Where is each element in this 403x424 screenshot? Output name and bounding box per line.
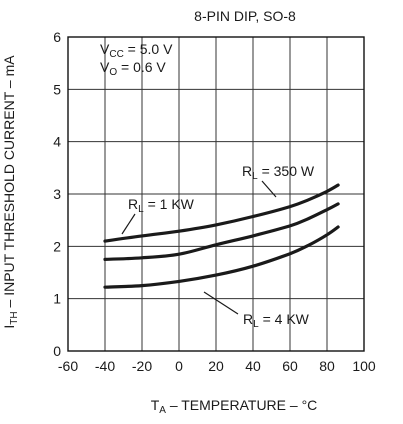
leader-4kw [203,291,239,315]
series-line-350w [103,183,340,243]
series-label-1kw: RL = 1 KW [128,196,195,215]
y-tick-label: 3 [53,186,61,202]
series-line-4kw [103,225,340,289]
x-tick-label: 40 [245,358,261,374]
x-tick-label: 80 [319,358,335,374]
y-tick-label: 6 [53,29,61,45]
x-tick-label: -40 [95,358,115,374]
plot-frame [67,36,365,352]
y-tick-label: 0 [53,343,61,359]
leader-350w [261,180,277,198]
series-lines [103,183,340,289]
x-tick-label: -60 [58,358,78,374]
x-axis-label: TA – TEMPERATURE – °C [151,397,318,416]
y-tick-label: 5 [53,81,61,97]
grid-lines [67,36,365,352]
series-label-4kw: RL = 4 KW [243,311,310,330]
leader-1kw [121,213,136,235]
chart-title: 8-PIN DIP, SO-8 [194,8,296,24]
y-tick-label: 4 [53,134,61,150]
x-tick-label: 0 [175,358,183,374]
y-tick-label: 2 [53,238,61,254]
x-tick-label: 20 [208,358,224,374]
series-label-350w: RL = 350 W [242,163,315,182]
x-tick-label: -20 [132,358,152,374]
series-line-1kw [103,202,340,261]
y-tick-labels: 0 1 2 3 4 5 6 [53,29,61,359]
x-tick-labels: -60 -40 -20 0 20 40 60 80 100 [58,358,376,374]
vo-annotation: VO = 0.6 V [100,59,166,78]
vcc-annotation: VCC = 5.0 V [100,41,173,60]
y-tick-label: 1 [53,291,61,307]
x-tick-label: 100 [352,358,376,374]
x-tick-label: 60 [282,358,298,374]
y-axis-label: ITH – INPUT THRESHOLD CURRENT – mA [1,55,20,329]
